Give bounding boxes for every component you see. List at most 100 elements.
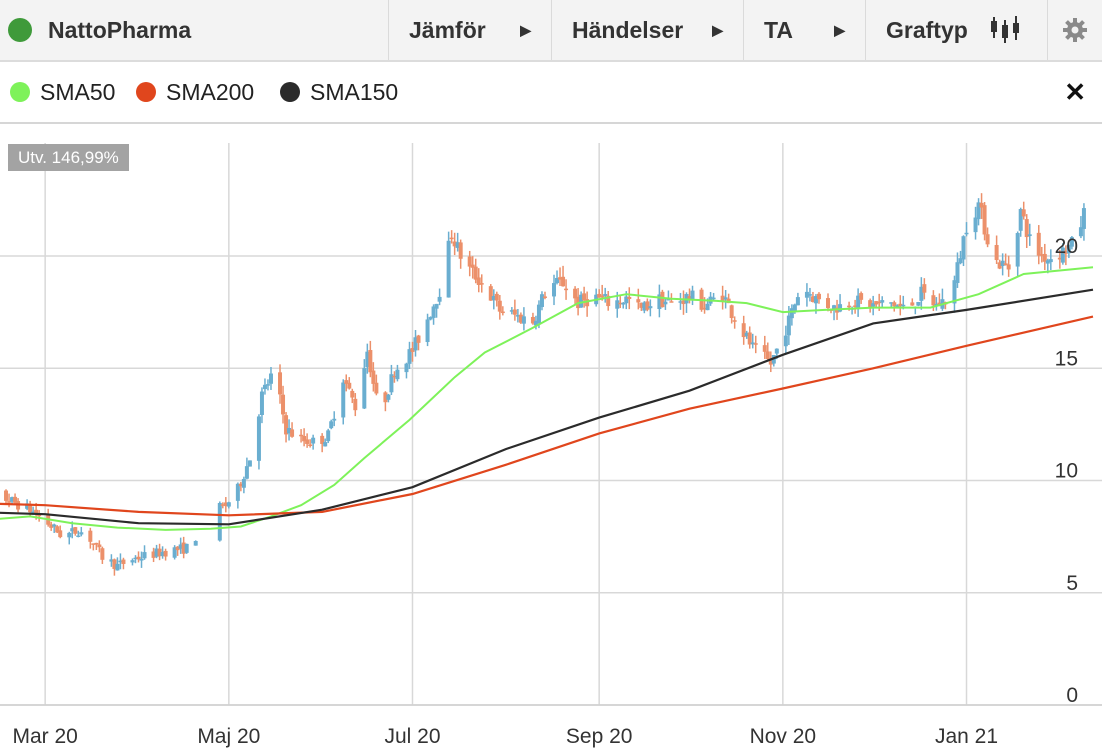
candle-up [690,290,695,300]
candle-up [813,296,818,304]
candle-up [178,544,183,549]
candle-up [952,280,957,304]
series-line-sma50 [0,266,1094,531]
instrument-title[interactable]: NattoPharma [0,0,191,60]
candle-up [184,543,189,553]
candle-down [278,372,283,395]
candle-up [31,511,36,514]
candle-up [365,351,370,368]
compare-menu[interactable]: Jämför ▶ [388,0,551,60]
ta-menu[interactable]: TA ▶ [743,0,865,60]
candle-down [284,415,289,435]
candle-down [7,501,12,503]
candle-down [470,264,475,268]
candle-up [332,418,337,421]
candle-up [118,560,123,563]
candle-down [410,348,415,352]
candle-up [804,291,809,298]
candle-up [1045,260,1050,264]
candle-down [374,382,379,394]
candle-up [973,217,978,233]
candle-down [73,527,78,534]
candle-down [994,244,999,261]
candle-down [687,296,692,299]
candle-down [660,291,665,308]
x-tick-label: Mar 20 [12,725,77,748]
candle-down [392,375,397,378]
candle-up [70,528,75,532]
candle-up [955,262,960,284]
candle-up [856,295,861,310]
candle-up [256,416,261,461]
candle-up [446,240,451,298]
candle-up [115,563,120,571]
candle-down [476,277,481,285]
candle-down [747,332,752,345]
candle-down [34,509,39,515]
x-tick-label: Jul 20 [384,725,440,748]
candle-down [13,496,18,503]
y-tick-label: 5 [1066,572,1078,595]
play-icon: ▶ [834,21,845,38]
candle-up [244,466,249,479]
candle-down [669,301,674,303]
chart-type-label: Graftyp [886,16,968,43]
candle-up [889,302,894,304]
candle-up [552,283,557,297]
candle-up [555,277,560,284]
candle-down [729,305,734,319]
x-tick-label: Jan 21 [935,725,998,748]
candle-up [287,427,292,434]
candle-down [371,370,376,384]
candle-down [383,392,388,403]
candle-down [910,302,915,306]
candle-down [518,314,523,323]
candle-down [979,202,984,208]
candle-down [479,283,484,285]
candle-up [1000,260,1005,267]
ta-label: TA [764,16,793,43]
candle-down [473,266,478,280]
candle-down [1003,263,1008,265]
candle-up [1018,209,1023,231]
candle-down [121,559,126,564]
candle-up [142,552,147,559]
candle-down [58,530,63,538]
settings-button[interactable] [1047,0,1102,60]
price-chart[interactable]: 0 5 10 15 20 Mar 20 Maj 20 Jul 20 Sep 20 Nov 20 Ja… [0,124,1102,750]
legend-item-sma150[interactable]: SMA150 [280,62,398,122]
y-tick-label: 15 [1055,347,1078,370]
candle-down [762,345,767,352]
candle-down [627,296,632,299]
candle-down [488,286,493,301]
candle-down [874,301,879,305]
candle-down [37,514,42,517]
candle-down [639,303,644,308]
candle-up [657,294,662,310]
candle-down [753,343,758,345]
candle-down [238,483,243,487]
candle-up [386,394,391,400]
candle-up [705,303,710,311]
events-menu[interactable]: Händelser ▶ [551,0,743,60]
candle-up [241,478,246,488]
candle-up [515,315,520,317]
candle-down [816,293,821,300]
candle-up [413,337,418,351]
candle-up [919,286,924,301]
chart-type-menu[interactable]: Graftyp [865,0,1047,60]
candle-up [1069,237,1074,247]
close-icon[interactable]: ✕ [1064,76,1086,107]
candle-up [976,202,981,220]
candle-down [308,444,313,446]
candle-up [311,437,316,444]
candle-down [702,307,707,310]
candle-down [500,311,505,314]
candle-down [452,241,457,247]
candle-up [395,369,400,380]
legend-item-sma50[interactable]: SMA50 [10,62,115,122]
candle-down [1006,264,1011,270]
candle-down [636,299,641,303]
candle-up [1066,244,1071,254]
legend-item-sma200[interactable]: SMA200 [136,62,254,122]
